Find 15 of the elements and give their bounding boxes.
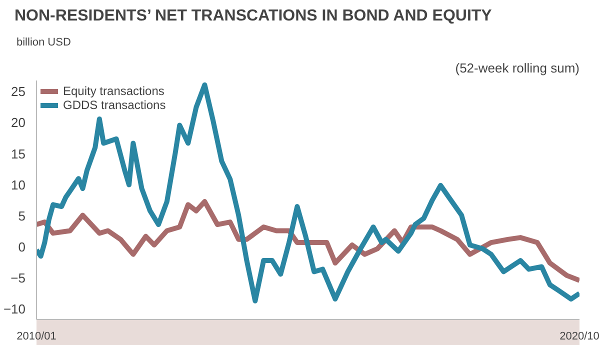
y-tick-label: 10 (11, 177, 26, 192)
y-tick-label: −5 (10, 270, 26, 286)
y-tick-label: 5 (18, 208, 26, 224)
legend-label: Equity transactions (63, 84, 164, 98)
y-tick-label: 20 (11, 115, 26, 130)
x-tick-label: 2010/01 (16, 330, 56, 342)
legend-label: GDDS transactions (63, 98, 166, 112)
x-tick-label: 2020/10 (560, 330, 600, 342)
chart-title: NON-RESIDENTS’ NET TRANSCATIONS IN BOND AND EQUITY (14, 8, 492, 24)
y-axis-title: billion USD (16, 36, 71, 48)
y-tick-label: −10 (3, 301, 26, 316)
y-tick-label: 0 (18, 239, 26, 254)
y-tick-label: 15 (11, 146, 26, 162)
chart-subtitle: (52-week rolling sum) (455, 60, 580, 76)
y-tick-label: 25 (11, 84, 26, 100)
